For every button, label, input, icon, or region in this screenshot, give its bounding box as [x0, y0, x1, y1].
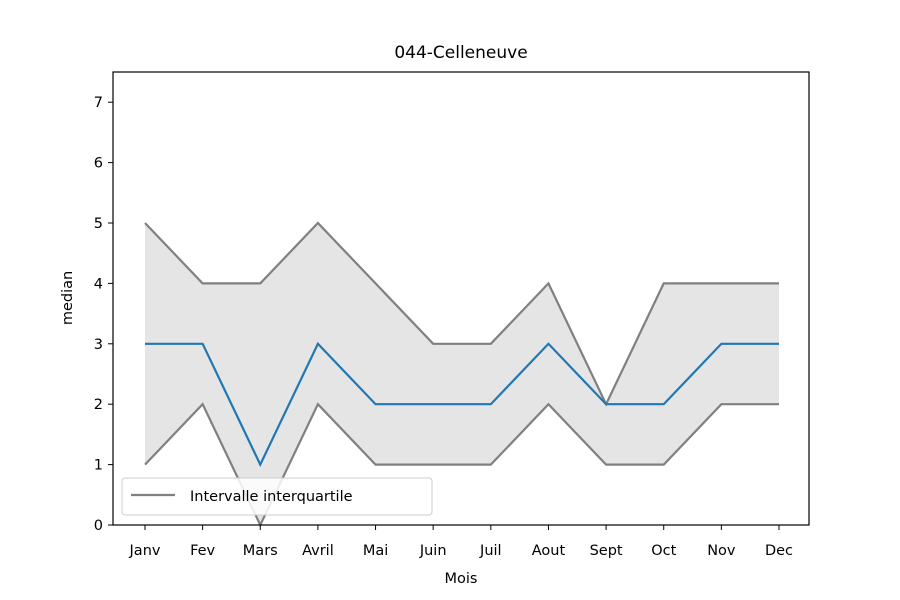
median-line	[145, 341, 779, 468]
x-tick-label: Janv	[129, 543, 161, 559]
x-axis-label: Mois	[445, 571, 478, 587]
x-tick-label: Dec	[765, 543, 793, 559]
y-tick-label: 4	[94, 276, 103, 292]
interquartile-band	[145, 223, 779, 525]
x-tick-label: Fev	[190, 543, 215, 559]
y-tick-label: 1	[94, 458, 103, 474]
y-tick-label: 0	[94, 518, 103, 534]
legend-label: Intervalle interquartile	[190, 489, 353, 505]
chart-title: 044-Celleneuve	[394, 43, 527, 63]
y-axis-label: median	[60, 271, 76, 325]
legend-box	[121, 477, 433, 516]
x-tick-label: Juil	[479, 543, 502, 559]
plot-frame	[112, 71, 810, 526]
x-tick-label: Mai	[363, 543, 388, 559]
y-axis: 0 1 2 3 4 5 6 7	[94, 95, 113, 534]
x-tick-label: Aout	[532, 543, 566, 559]
x-axis: Janv Fev Mars Avril Mai Juin Juil Aout Sept Oct No…	[129, 525, 793, 559]
legend: Intervalle interquartile	[121, 477, 433, 516]
x-tick-label: Nov	[707, 543, 736, 559]
y-tick-label: 3	[94, 337, 103, 353]
x-tick-label: Sept	[590, 543, 623, 559]
x-tick-label: Mars	[243, 543, 278, 559]
y-tick-label: 7	[94, 95, 103, 111]
q3-line	[144, 221, 779, 407]
x-tick-label: Avril	[302, 543, 334, 559]
y-tick-label: 5	[94, 216, 103, 232]
x-tick-label: Juin	[419, 543, 447, 559]
y-tick-label: 2	[94, 397, 103, 413]
x-tick-label: Oct	[651, 543, 676, 559]
y-tick-label: 6	[94, 156, 103, 172]
